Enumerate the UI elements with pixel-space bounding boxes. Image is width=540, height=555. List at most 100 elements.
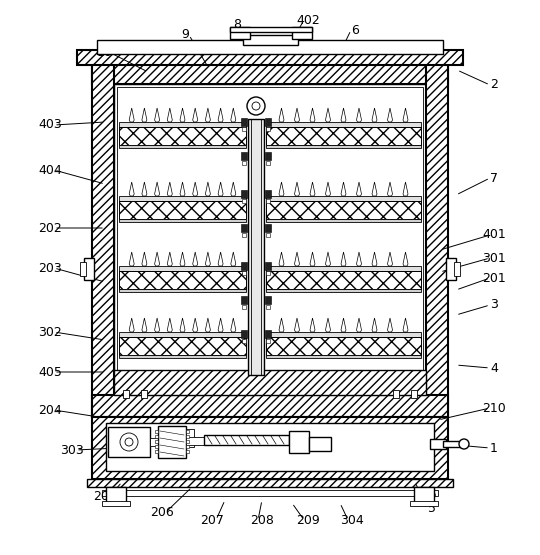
Polygon shape: [205, 182, 211, 196]
Polygon shape: [341, 252, 346, 266]
Bar: [266, 122, 421, 127]
Bar: [251, 119, 261, 375]
Polygon shape: [180, 318, 185, 332]
Polygon shape: [193, 252, 198, 266]
Bar: [155, 430, 158, 433]
Polygon shape: [356, 318, 361, 332]
Polygon shape: [356, 108, 361, 122]
Polygon shape: [205, 108, 211, 122]
Polygon shape: [154, 108, 160, 122]
Bar: [265, 262, 271, 270]
Polygon shape: [403, 182, 408, 196]
Bar: [241, 190, 247, 198]
Polygon shape: [167, 318, 172, 332]
Polygon shape: [154, 318, 160, 332]
Bar: [141, 390, 147, 398]
Bar: [186, 450, 189, 453]
Polygon shape: [231, 108, 236, 122]
Bar: [119, 332, 246, 337]
Bar: [241, 262, 247, 270]
Bar: [430, 439, 446, 449]
Text: 1: 1: [490, 441, 498, 455]
Bar: [186, 440, 189, 443]
Bar: [266, 145, 421, 148]
Bar: [242, 127, 246, 131]
Bar: [426, 62, 448, 417]
Circle shape: [247, 97, 265, 115]
Bar: [266, 289, 421, 292]
Bar: [454, 262, 460, 276]
Bar: [114, 370, 426, 395]
Bar: [119, 145, 246, 148]
Bar: [106, 423, 434, 471]
Bar: [242, 339, 246, 343]
Bar: [266, 271, 421, 289]
Bar: [414, 487, 434, 505]
Bar: [119, 127, 246, 145]
Bar: [204, 435, 289, 445]
Bar: [155, 435, 158, 438]
Bar: [266, 271, 270, 275]
Text: 2: 2: [490, 78, 498, 92]
Polygon shape: [294, 252, 300, 266]
Bar: [265, 330, 271, 338]
Bar: [186, 430, 189, 433]
Polygon shape: [388, 252, 393, 266]
Bar: [186, 437, 206, 445]
Text: 304: 304: [340, 513, 364, 527]
Bar: [102, 501, 130, 506]
Polygon shape: [142, 108, 147, 122]
Bar: [230, 27, 312, 32]
Bar: [230, 27, 250, 39]
Polygon shape: [403, 108, 408, 122]
Bar: [266, 161, 270, 165]
Polygon shape: [142, 182, 147, 196]
Bar: [393, 390, 399, 398]
Bar: [119, 201, 246, 219]
Bar: [242, 305, 246, 309]
Bar: [248, 119, 264, 375]
Bar: [119, 127, 246, 145]
Polygon shape: [310, 252, 315, 266]
Polygon shape: [310, 318, 315, 332]
Text: 9: 9: [181, 28, 189, 42]
Polygon shape: [218, 252, 223, 266]
Bar: [119, 337, 246, 355]
Bar: [119, 196, 246, 201]
Bar: [119, 266, 246, 271]
Bar: [186, 445, 189, 448]
Polygon shape: [218, 108, 223, 122]
Bar: [242, 233, 246, 237]
Text: 303: 303: [60, 443, 84, 457]
Text: 403: 403: [38, 119, 62, 132]
Circle shape: [459, 439, 469, 449]
Bar: [241, 330, 247, 338]
Bar: [266, 332, 421, 337]
Text: 201: 201: [482, 271, 506, 285]
Polygon shape: [231, 252, 236, 266]
Polygon shape: [193, 318, 198, 332]
Circle shape: [120, 433, 138, 451]
Polygon shape: [326, 252, 330, 266]
Bar: [155, 440, 158, 443]
Bar: [265, 118, 271, 126]
Polygon shape: [205, 252, 211, 266]
Bar: [117, 87, 423, 392]
Polygon shape: [167, 252, 172, 266]
Bar: [266, 127, 270, 131]
Bar: [119, 219, 246, 222]
Text: 402: 402: [296, 13, 320, 27]
Polygon shape: [142, 252, 147, 266]
Polygon shape: [142, 318, 147, 332]
Polygon shape: [129, 318, 134, 332]
Polygon shape: [180, 252, 185, 266]
Bar: [292, 27, 312, 39]
Polygon shape: [180, 108, 185, 122]
Text: 210: 210: [482, 401, 506, 415]
Polygon shape: [372, 108, 377, 122]
Bar: [80, 262, 86, 276]
Bar: [266, 201, 421, 219]
Polygon shape: [341, 318, 346, 332]
Bar: [266, 337, 421, 355]
Polygon shape: [356, 182, 361, 196]
